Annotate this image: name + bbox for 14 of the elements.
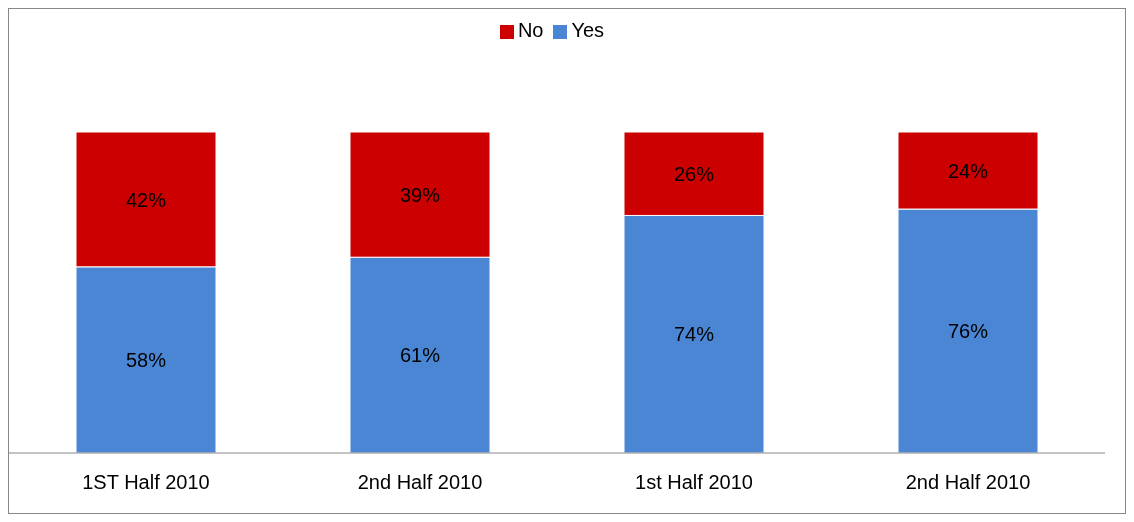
data-label: 24% <box>947 159 989 182</box>
data-label: 26% <box>673 162 715 185</box>
data-label: 39% <box>399 183 441 206</box>
legend-label: Yes <box>571 19 605 41</box>
legend-label: No <box>517 19 544 41</box>
x-tick-label: 2nd Half 2010 <box>905 471 1031 494</box>
data-label: 58% <box>125 349 167 372</box>
x-tick-label: 1st Half 2010 <box>635 471 753 494</box>
x-tick-label: 1ST Half 2010 <box>82 471 210 494</box>
x-tick-label: 2nd Half 2010 <box>357 471 483 494</box>
data-label: 76% <box>947 320 989 343</box>
data-label: 61% <box>399 344 441 367</box>
data-label: 42% <box>125 188 167 211</box>
data-label: 74% <box>673 323 715 346</box>
